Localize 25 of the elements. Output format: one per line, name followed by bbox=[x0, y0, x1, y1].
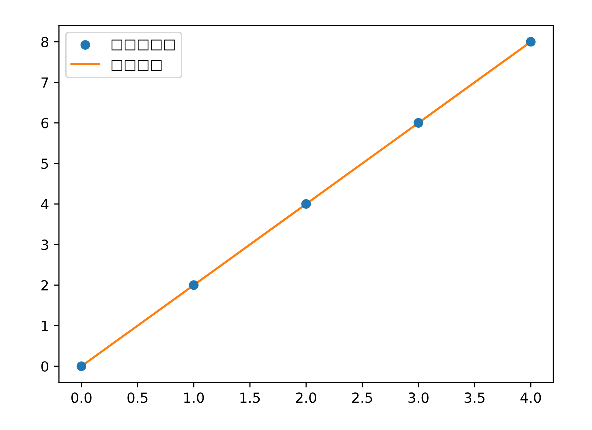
y-tick-label: 7 bbox=[42, 78, 48, 88]
x-tick-label: 3.0 bbox=[408, 392, 429, 404]
point bbox=[302, 199, 312, 210]
x-tick-label: 1.0 bbox=[184, 392, 204, 404]
point bbox=[76, 362, 87, 372]
y-tick-label: 0 bbox=[42, 361, 49, 372]
x-tick-label: 0.5 bbox=[128, 392, 148, 404]
y-tick-label: 5 bbox=[42, 158, 48, 170]
point bbox=[189, 280, 199, 290]
x-tick-label: 2.5 bbox=[352, 392, 372, 404]
x-tick-label: 3.5 bbox=[464, 392, 485, 404]
x-tick-label: 4.0 bbox=[520, 392, 542, 404]
point bbox=[526, 37, 536, 47]
x-tick-label: 1.5 bbox=[240, 392, 260, 404]
y-tick-label: 6 bbox=[42, 118, 49, 129]
y-tick-label: 3 bbox=[42, 240, 48, 250]
y-tick-label: 8 bbox=[42, 36, 49, 48]
y-tick-label: 4 bbox=[41, 199, 49, 210]
x-tick-label: 0.0 bbox=[72, 392, 92, 404]
legend-label: □□□□ bbox=[112, 60, 162, 71]
x-tick-label: 2.0 bbox=[296, 392, 316, 404]
point bbox=[414, 118, 424, 128]
y-tick-label: 2 bbox=[42, 280, 48, 291]
y-tick-label: 1 bbox=[42, 321, 48, 332]
legend-label: □□□□□ bbox=[112, 40, 175, 51]
